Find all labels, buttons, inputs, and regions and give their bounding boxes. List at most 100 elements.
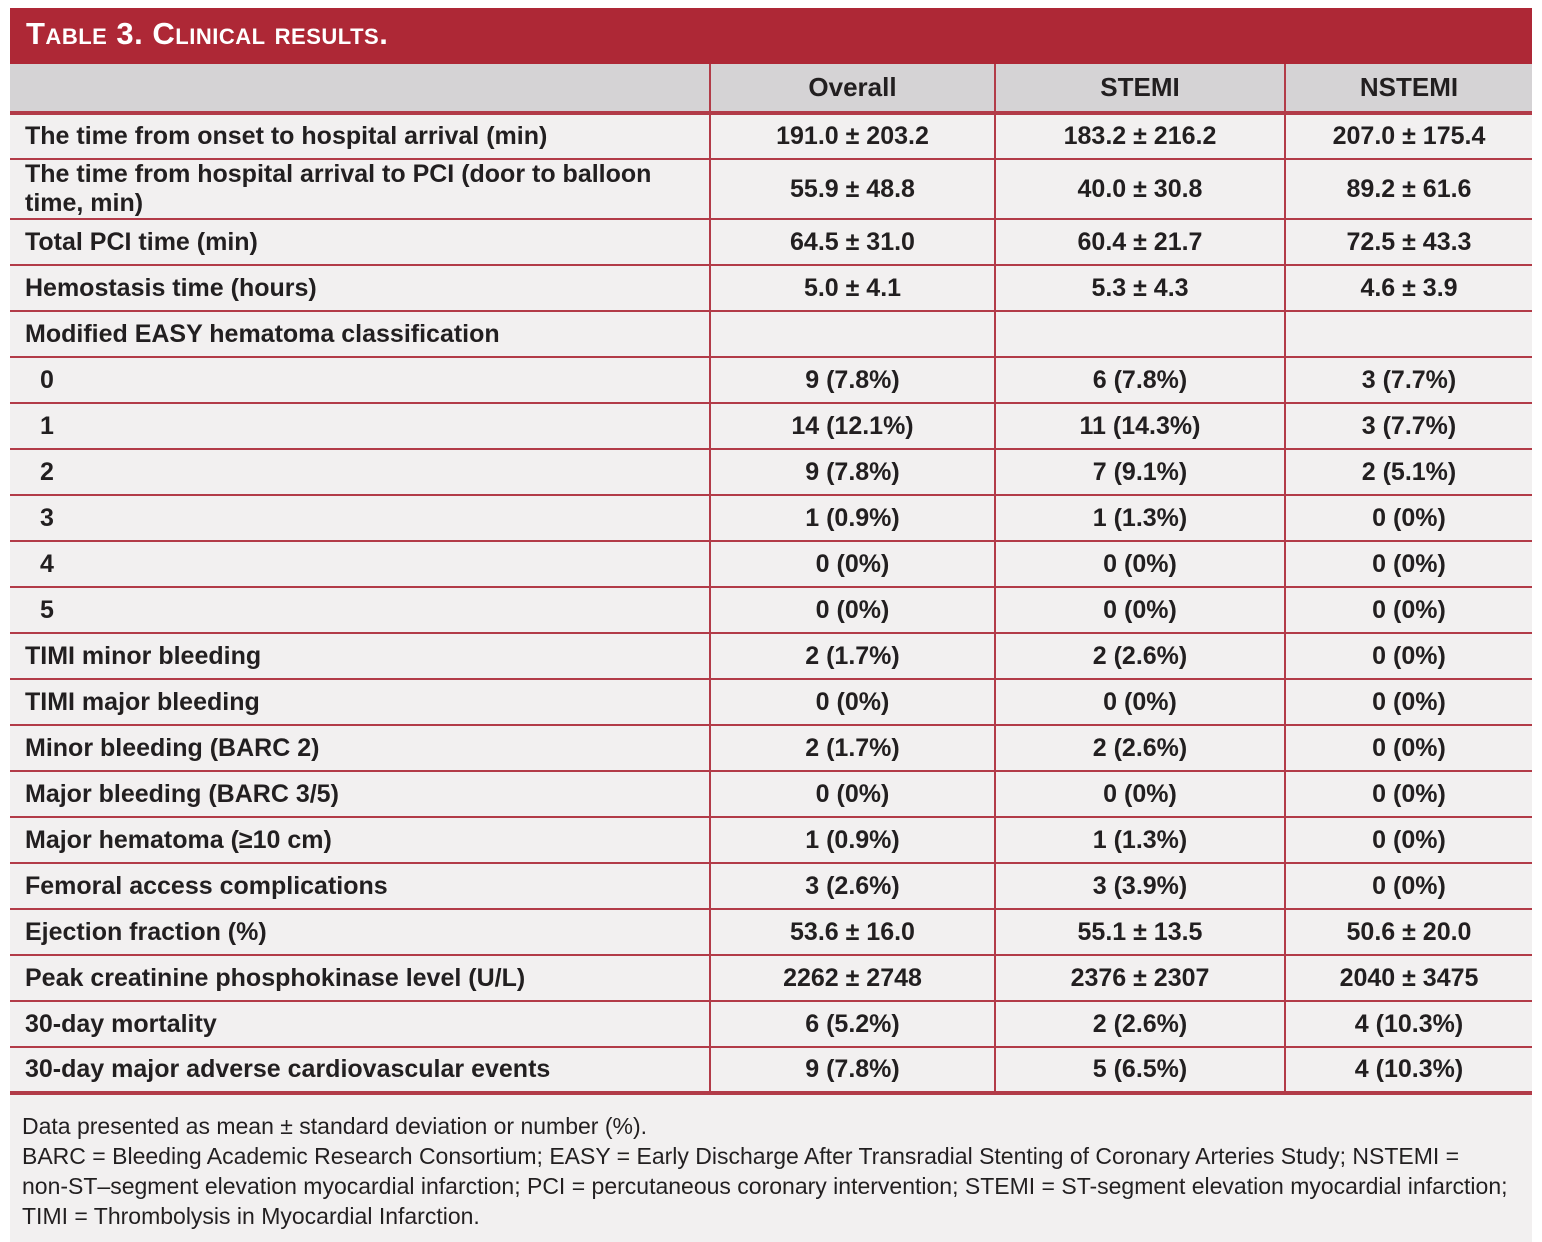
row-value: 55.1 ± 13.5 <box>994 909 1285 956</box>
row-value: 2262 ± 2748 <box>709 955 995 1002</box>
row-label: Peak creatinine phosphokinase level (U/L… <box>10 955 710 1002</box>
row-value: 50.6 ± 20.0 <box>1284 909 1532 956</box>
row-label: Femoral access complications <box>10 863 710 910</box>
row-value: 183.2 ± 216.2 <box>994 113 1285 160</box>
table-row: 30-day major adverse cardiovascular even… <box>10 1047 1532 1095</box>
row-value: 0 (0%) <box>1284 817 1532 864</box>
footnote-data-presented: Data presented as mean ± standard deviat… <box>22 1113 648 1139</box>
table-footnotes: Data presented as mean ± standard deviat… <box>10 1095 1532 1242</box>
row-value: 0 (0%) <box>994 541 1285 588</box>
clinical-results-table: Overall STEMI NSTEMI The time from onset… <box>10 64 1532 1095</box>
row-label: TIMI major bleeding <box>10 679 710 726</box>
row-value: 3 (7.7%) <box>1284 403 1532 450</box>
row-label: 2 <box>10 449 710 496</box>
column-header-empty <box>10 64 710 115</box>
row-label: 30-day major adverse cardiovascular even… <box>10 1047 710 1095</box>
table-row: Total PCI time (min) 64.5 ± 31.0 60.4 ± 21… <box>10 219 1532 266</box>
row-label: 30-day mortality <box>10 1001 710 1048</box>
row-label: 5 <box>10 587 710 634</box>
row-value: 0 (0%) <box>709 541 995 588</box>
row-value: 60.4 ± 21.7 <box>994 219 1285 266</box>
row-value: 1 (0.9%) <box>709 817 995 864</box>
row-value: 3 (3.9%) <box>994 863 1285 910</box>
table-row: The time from onset to hospital arrival … <box>10 113 1532 160</box>
row-value: 5 (6.5%) <box>994 1047 1285 1095</box>
row-value: 0 (0%) <box>709 587 995 634</box>
row-value: 9 (7.8%) <box>709 357 995 404</box>
row-value: 191.0 ± 203.2 <box>709 113 995 160</box>
row-value: 89.2 ± 61.6 <box>1284 159 1532 220</box>
row-value <box>709 311 995 358</box>
row-value: 0 (0%) <box>1284 725 1532 772</box>
row-value: 11 (14.3%) <box>994 403 1285 450</box>
row-value: 5.0 ± 4.1 <box>709 265 995 312</box>
row-value: 1 (0.9%) <box>709 495 995 542</box>
row-value: 2 (2.6%) <box>994 633 1285 680</box>
row-value: 1 (1.3%) <box>994 495 1285 542</box>
row-value: 0 (0%) <box>709 771 995 818</box>
row-label: 1 <box>10 403 710 450</box>
footnote-abbreviations: BARC = Bleeding Academic Research Consor… <box>22 1143 1508 1229</box>
row-label: 4 <box>10 541 710 588</box>
row-value: 3 (2.6%) <box>709 863 995 910</box>
row-value: 3 (7.7%) <box>1284 357 1532 404</box>
row-value: 14 (12.1%) <box>709 403 995 450</box>
row-label: TIMI minor bleeding <box>10 633 710 680</box>
row-label: Major hematoma (≥10 cm) <box>10 817 710 864</box>
row-value: 72.5 ± 43.3 <box>1284 219 1532 266</box>
row-value: 64.5 ± 31.0 <box>709 219 995 266</box>
row-value: 5.3 ± 4.3 <box>994 265 1285 312</box>
row-value: 0 (0%) <box>1284 633 1532 680</box>
row-value: 6 (5.2%) <box>709 1001 995 1048</box>
row-value: 2040 ± 3475 <box>1284 955 1532 1002</box>
row-label: The time from onset to hospital arrival … <box>10 113 710 160</box>
row-value: 2 (1.7%) <box>709 633 995 680</box>
column-header-nstemi: NSTEMI <box>1284 64 1532 115</box>
row-value: 6 (7.8%) <box>994 357 1285 404</box>
row-label: Ejection fraction (%) <box>10 909 710 956</box>
clinical-results-table-container: Table 3. Clinical results. Overall STEMI… <box>10 8 1532 1242</box>
row-value: 0 (0%) <box>994 771 1285 818</box>
row-value: 0 (0%) <box>1284 863 1532 910</box>
table-title-bar: Table 3. Clinical results. <box>10 8 1532 64</box>
row-value: 0 (0%) <box>1284 771 1532 818</box>
row-value: 9 (7.8%) <box>709 449 995 496</box>
row-value: 2 (2.6%) <box>994 725 1285 772</box>
row-value: 0 (0%) <box>994 587 1285 634</box>
table-body: The time from onset to hospital arrival … <box>10 113 1532 1095</box>
table-row: Femoral access complications 3 (2.6%) 3 (3… <box>10 863 1532 910</box>
row-value: 0 (0%) <box>709 679 995 726</box>
row-value: 4 (10.3%) <box>1284 1047 1532 1095</box>
table-title: Table 3. Clinical results. <box>26 16 389 51</box>
table-row: TIMI major bleeding 0 (0%) 0 (0%) 0 (0%) <box>10 679 1532 726</box>
table-header-row: Overall STEMI NSTEMI <box>10 64 1532 115</box>
row-label: Major bleeding (BARC 3/5) <box>10 771 710 818</box>
row-value: 40.0 ± 30.8 <box>994 159 1285 220</box>
table-row: Hemostasis time (hours) 5.0 ± 4.1 5.3 ± 4.… <box>10 265 1532 312</box>
row-label: Modified EASY hematoma classification <box>10 311 710 358</box>
column-header-stemi: STEMI <box>994 64 1285 115</box>
row-value: 2 (5.1%) <box>1284 449 1532 496</box>
row-value: 2 (1.7%) <box>709 725 995 772</box>
row-value: 9 (7.8%) <box>709 1047 995 1095</box>
row-value: 2 (2.6%) <box>994 1001 1285 1048</box>
table-row: Peak creatinine phosphokinase level (U/L… <box>10 955 1532 1002</box>
row-value: 4 (10.3%) <box>1284 1001 1532 1048</box>
table-row: 1 14 (12.1%) 11 (14.3%) 3 (7.7%) <box>10 403 1532 450</box>
row-label: Hemostasis time (hours) <box>10 265 710 312</box>
row-value: 55.9 ± 48.8 <box>709 159 995 220</box>
table-row: Minor bleeding (BARC 2) 2 (1.7%) 2 (2.6%) 0… <box>10 725 1532 772</box>
row-value: 1 (1.3%) <box>994 817 1285 864</box>
row-label: Minor bleeding (BARC 2) <box>10 725 710 772</box>
table-row: 30-day mortality 6 (5.2%) 2 (2.6%) 4 (10.3%… <box>10 1001 1532 1048</box>
row-value: 0 (0%) <box>1284 587 1532 634</box>
column-header-overall: Overall <box>709 64 995 115</box>
row-value: 53.6 ± 16.0 <box>709 909 995 956</box>
row-value: 7 (9.1%) <box>994 449 1285 496</box>
row-label: 3 <box>10 495 710 542</box>
